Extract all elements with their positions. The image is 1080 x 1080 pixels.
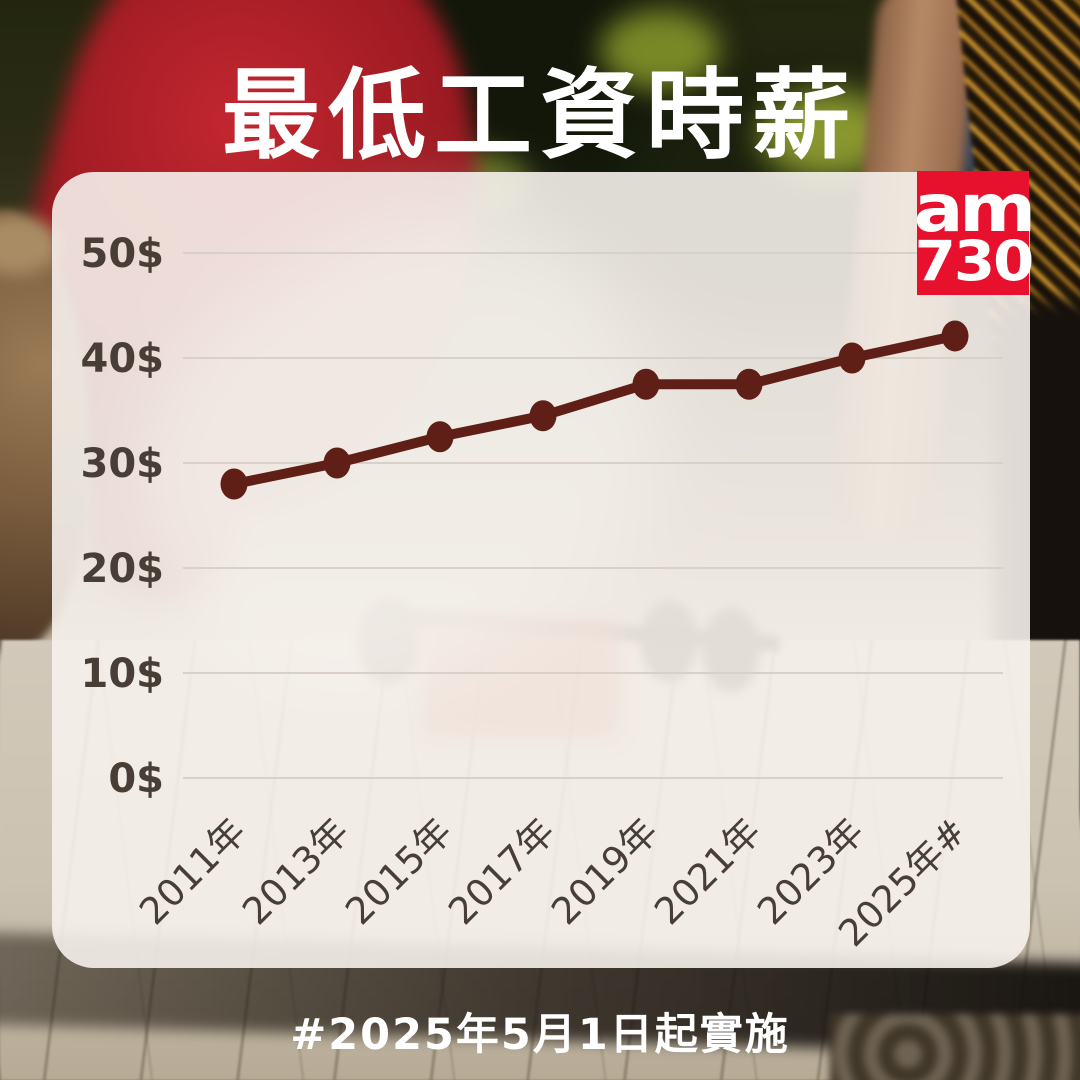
am730-logo: am 730 (914, 169, 1036, 295)
y-axis-tick-label: 20$ (81, 546, 165, 592)
y-axis-tick-label: 0$ (108, 756, 164, 802)
am730-logo-text-730: 730 (914, 228, 1034, 293)
x-axis-tick-label: 2017年 (440, 810, 563, 933)
y-axis-tick-label: 30$ (81, 441, 165, 487)
data-point (220, 468, 248, 500)
am730-logo-text-am: am (914, 169, 1036, 247)
data-point (735, 368, 763, 400)
page-title: 最低工資時薪 (221, 59, 858, 173)
photo-leaves (600, 10, 720, 90)
footnote: #2025年5月1日起實施 (290, 1010, 790, 1060)
x-axis-tick-label: 2013年 (234, 810, 357, 933)
data-point (941, 320, 969, 352)
x-axis-tick-label: 2021年 (646, 810, 769, 933)
wage-line-chart: 0$ 10$ 20$ 30$ 40$ 50$ 2011年2013年2015年2017年201… (81, 231, 1003, 955)
data-point (323, 447, 351, 479)
y-axis-tick-label: 50$ (81, 231, 165, 277)
x-axis-tick-label: 2015年 (337, 810, 460, 933)
x-axis-tick-label: 2011年 (131, 810, 254, 933)
y-axis-tick-label: 10$ (81, 651, 165, 697)
y-axis-tick-label: 40$ (81, 336, 165, 382)
data-point (529, 400, 557, 432)
data-point (632, 368, 660, 400)
chart-card: 0$ 10$ 20$ 30$ 40$ 50$ 2011年 2013年 2015年 2017年 201… (52, 172, 1030, 968)
data-point (426, 421, 454, 453)
wage-line (229, 330, 960, 489)
x-axis-tick-label: 2019年 (543, 810, 666, 933)
data-point (838, 342, 866, 374)
photo-cobblestones (830, 1014, 1080, 1080)
